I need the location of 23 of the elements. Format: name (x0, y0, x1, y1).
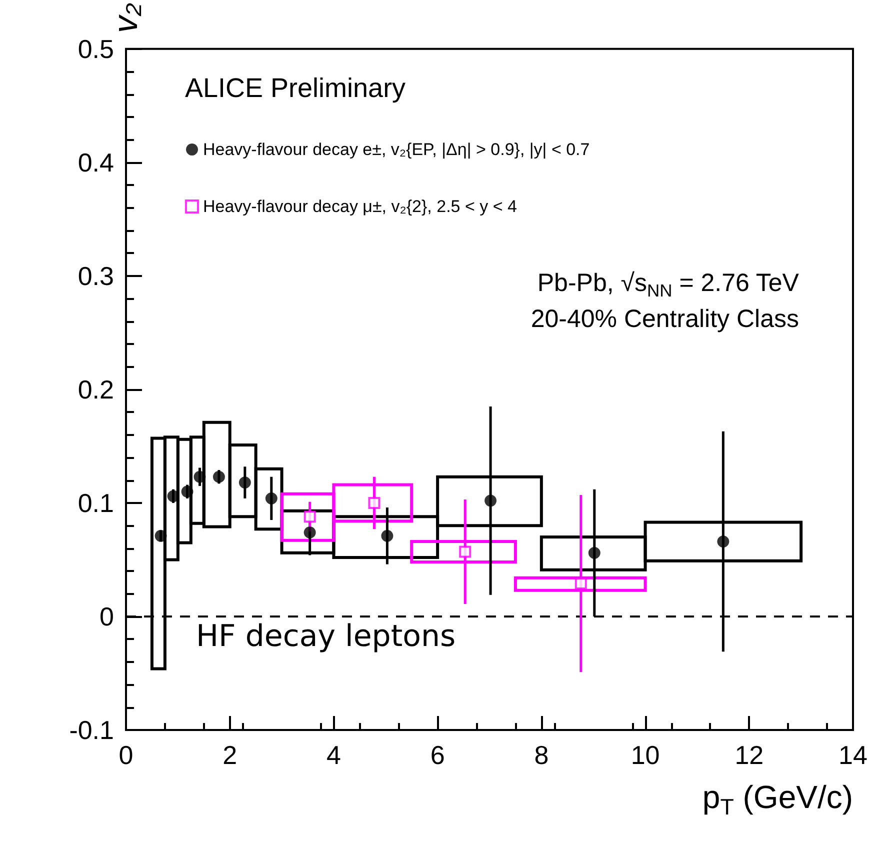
x-axis-title: p$_{T}$ (GeV/c) (702, 779, 853, 820)
annotation: 20-40% Centrality Class (530, 305, 799, 334)
x-tick-label: 2 (222, 740, 238, 770)
x-tick-label: 0 (118, 740, 134, 770)
y-tick-label: 0.2 (78, 374, 114, 404)
annotation: ALICE Preliminary (185, 73, 406, 104)
y-tick-label: 0.1 (78, 488, 114, 518)
annotation: Pb-Pb, √s$_{NN}$ = 2.76 TeV (537, 269, 799, 300)
y-tick-label: 0 (100, 601, 114, 632)
x-tick-label: 10 (630, 740, 660, 770)
annotation: HF decay leptons (196, 619, 456, 654)
y-tick-label: -0.1 (69, 715, 114, 745)
x-tick-label: 8 (534, 740, 549, 770)
x-tick-label: 12 (734, 740, 764, 770)
x-tick-label: 6 (430, 740, 445, 770)
y-tick-label: 0.4 (78, 147, 114, 178)
y-axis-title: v₂ (107, 2, 145, 33)
x-tick-label: 14 (838, 740, 868, 770)
y-tick-label: 0.5 (78, 34, 114, 64)
y-tick-label: 0.3 (78, 260, 114, 291)
legend-label: Heavy-flavour decay e±, v₂{EP, |Δη| > 0.9}, |y| < 0.7 (203, 140, 590, 159)
legend-label: Heavy-flavour decay μ±, v₂{2}, 2.5 < y < 4 (203, 197, 517, 216)
x-tick-label: 4 (326, 740, 341, 770)
